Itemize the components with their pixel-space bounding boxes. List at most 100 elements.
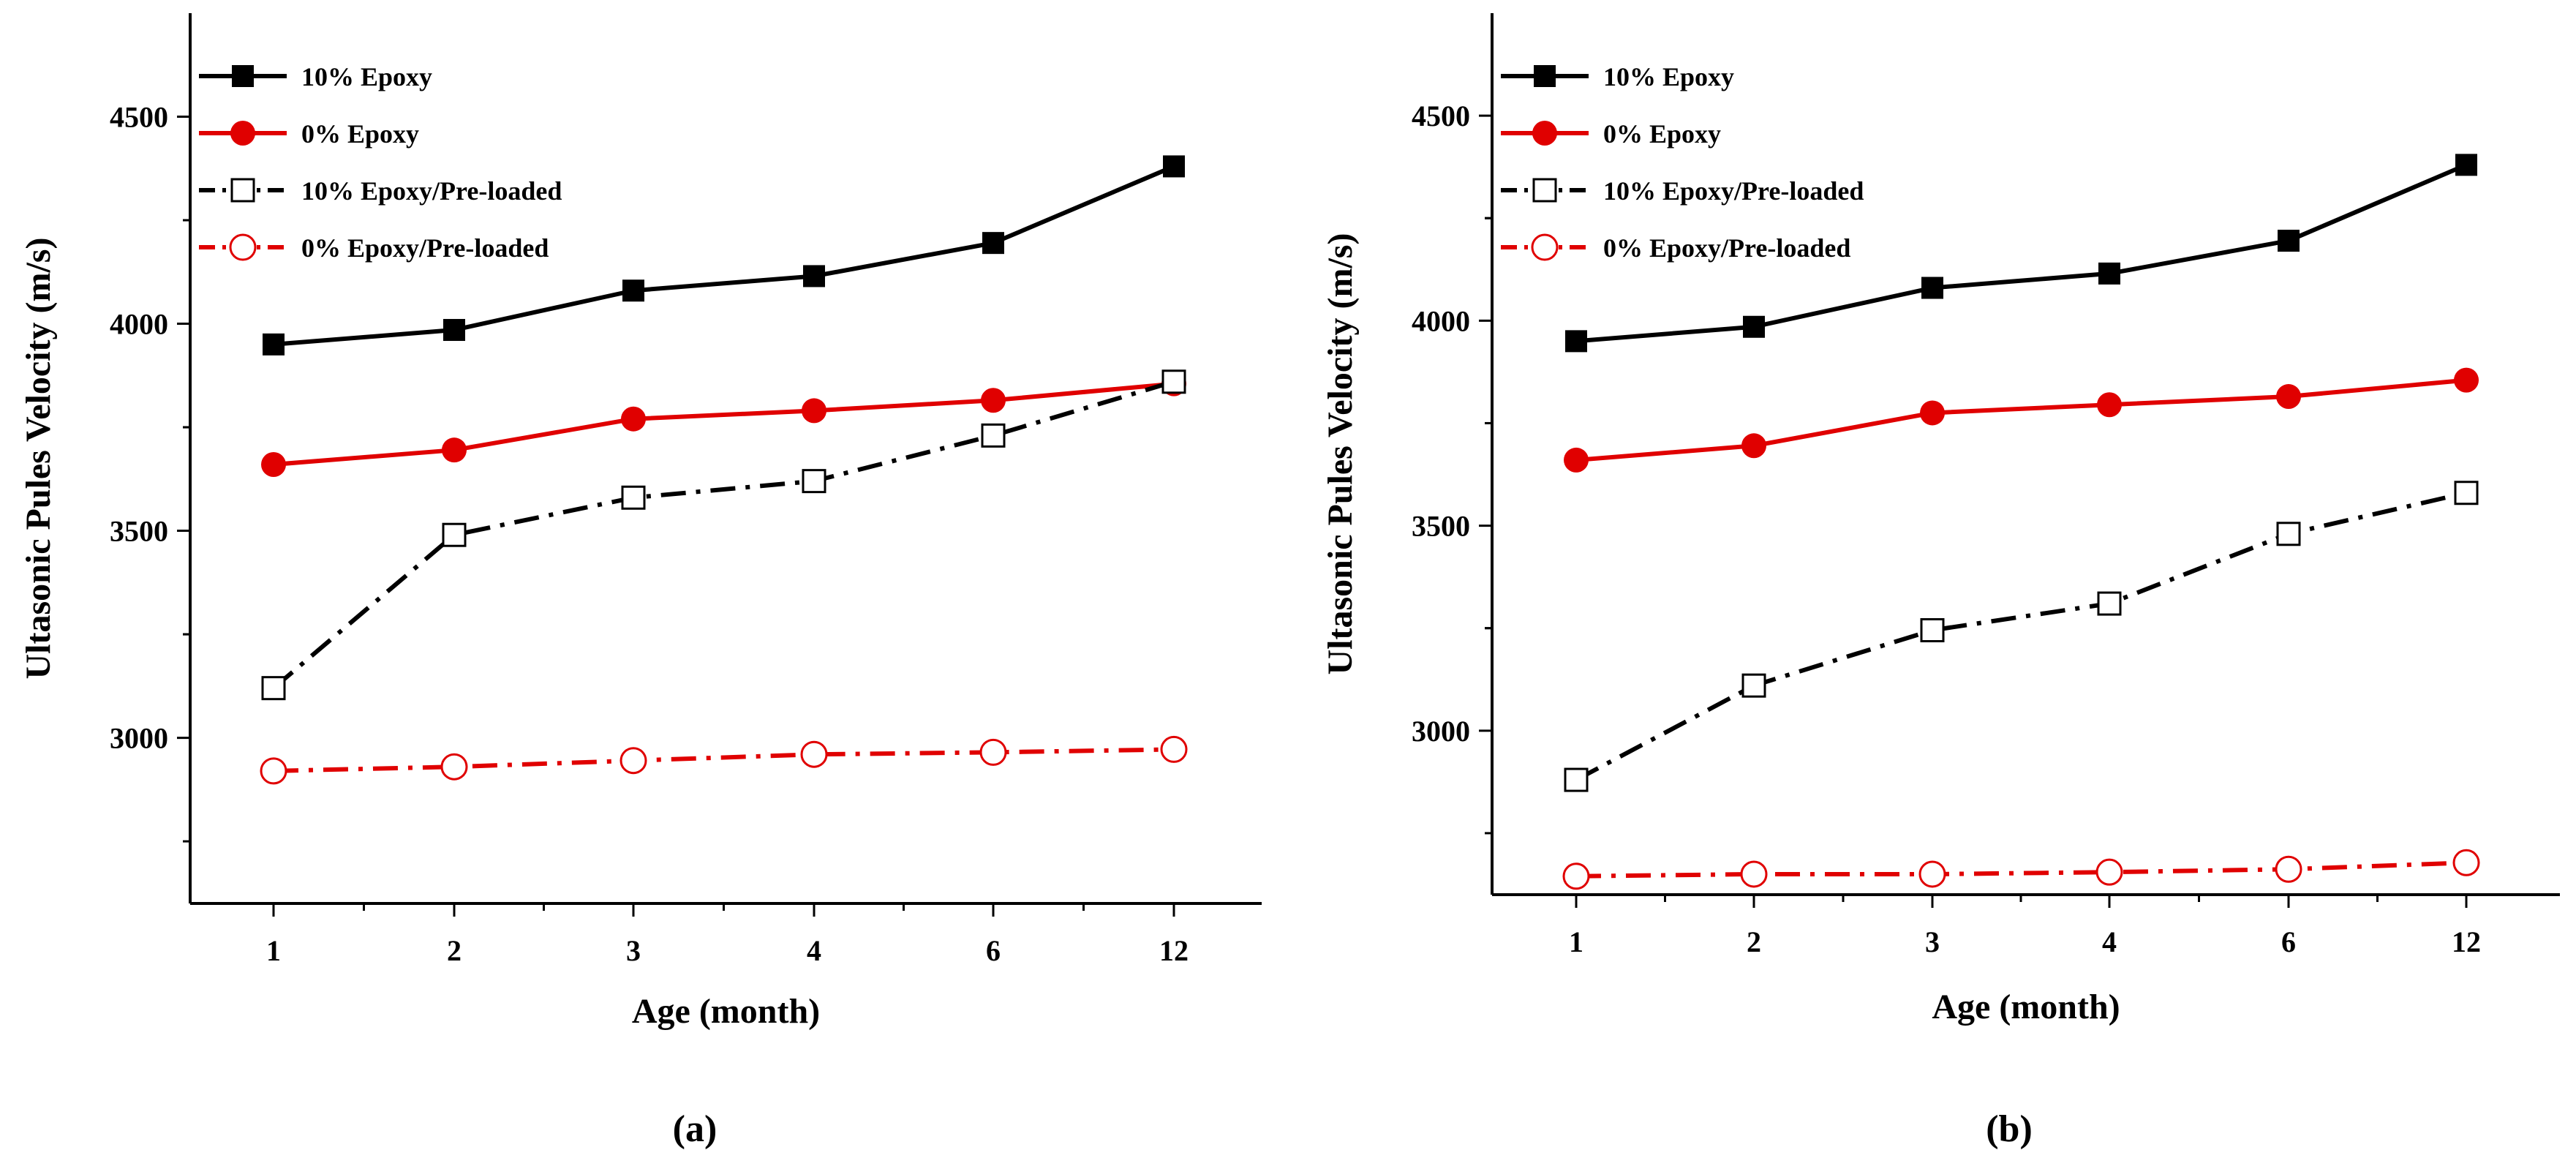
data-point <box>1160 735 1188 763</box>
data-point <box>2276 522 2301 546</box>
data-point <box>800 740 828 768</box>
panel-label: (b) <box>1986 1108 2033 1150</box>
data-point <box>2276 384 2301 410</box>
series-line-0 <box>273 164 1175 347</box>
y-tick-label: 3500 <box>110 515 168 548</box>
y-axis-title: Ultasonic Pules Velocity (m/s) <box>1321 233 1360 675</box>
data-point <box>2454 367 2479 393</box>
legend-label: 0% Epoxy <box>1603 119 1721 149</box>
x-tick-label: 1 <box>266 934 281 967</box>
data-point <box>1920 400 1945 426</box>
data-point <box>981 423 1006 448</box>
data-point <box>1921 277 1943 299</box>
data-point <box>2275 855 2302 883</box>
data-point <box>2454 481 2479 505</box>
data-point <box>261 676 286 701</box>
legend-label: 10% Epoxy/Pre-loaded <box>1603 176 1864 206</box>
y-tick-label: 4500 <box>1412 99 1470 132</box>
series-line-3 <box>1575 860 2467 879</box>
data-point <box>442 522 467 547</box>
legend-label: 10% Epoxy/Pre-loaded <box>301 176 562 206</box>
y-tick-label: 3000 <box>1412 715 1470 748</box>
series-line-0 <box>1575 162 2468 344</box>
data-point <box>981 388 1006 413</box>
legend-label: 0% Epoxy/Pre-loaded <box>1603 233 1850 263</box>
series-line-1 <box>273 381 1175 467</box>
x-axis-title: Age (month) <box>632 992 820 1031</box>
y-tick-label: 4000 <box>1412 304 1470 337</box>
data-point <box>1562 862 1590 890</box>
data-point <box>979 738 1007 766</box>
data-point <box>1741 433 1766 459</box>
series-line-3 <box>273 747 1175 773</box>
legend-marker <box>1532 121 1557 146</box>
x-tick-label: 3 <box>1925 925 1940 958</box>
x-tick-label: 4 <box>2102 925 2117 958</box>
legend-marker <box>1534 65 1556 87</box>
data-point <box>1565 330 1587 353</box>
data-point <box>2455 154 2477 176</box>
data-point <box>1564 447 1589 473</box>
data-point <box>263 333 285 356</box>
x-tick-label: 3 <box>626 934 641 967</box>
x-axis-title: Age (month) <box>1932 988 2120 1026</box>
data-point <box>621 406 646 432</box>
legend-label: 0% Epoxy <box>301 119 419 149</box>
data-point <box>1564 767 1589 792</box>
data-point <box>2097 392 2122 418</box>
data-point <box>2452 849 2480 876</box>
legend-label: 10% Epoxy <box>1603 62 1734 91</box>
data-point <box>802 469 826 494</box>
y-tick-label: 3000 <box>110 722 168 755</box>
legend-marker <box>229 233 257 261</box>
legend: 10% Epoxy 0% Epoxy 10% Epoxy/Pre-loaded 0% … <box>199 62 562 263</box>
data-point <box>443 319 465 342</box>
data-point <box>1163 155 1185 178</box>
series-line-2 <box>272 379 1175 690</box>
data-point <box>621 485 646 510</box>
legend-marker <box>232 65 254 87</box>
data-point <box>1161 369 1186 394</box>
data-point <box>1920 618 1945 642</box>
data-point <box>619 747 647 775</box>
y-tick-label: 4500 <box>110 101 168 134</box>
legend-marker <box>230 178 255 203</box>
data-point <box>1740 860 1768 888</box>
data-point <box>622 279 644 302</box>
data-point <box>2097 591 2122 616</box>
data-point <box>260 757 287 785</box>
x-tick-label: 6 <box>2281 925 2296 958</box>
data-point <box>803 265 825 287</box>
series-line-2 <box>1575 490 2467 782</box>
y-axis-title: Ultasonic Pules Velocity (m/s) <box>19 238 58 680</box>
data-point <box>982 232 1004 255</box>
x-tick-label: 1 <box>1569 925 1583 958</box>
legend-label: 10% Epoxy <box>301 62 432 91</box>
x-tick-label: 2 <box>447 934 462 967</box>
legend-marker <box>1532 178 1557 203</box>
data-point <box>1741 673 1766 698</box>
panel-label: (a) <box>673 1108 718 1150</box>
data-point <box>440 753 468 781</box>
series-line-1 <box>1575 377 2467 462</box>
data-point <box>442 437 467 463</box>
data-point <box>802 398 826 424</box>
data-point <box>1743 315 1765 338</box>
x-tick-label: 12 <box>1159 934 1189 967</box>
y-tick-label: 4000 <box>110 308 168 341</box>
x-tick-label: 4 <box>807 934 821 967</box>
legend-marker <box>1531 233 1559 261</box>
x-tick-label: 6 <box>986 934 1001 967</box>
y-tick-label: 3500 <box>1412 510 1470 543</box>
data-point <box>2278 230 2300 252</box>
x-tick-label: 2 <box>1747 925 1761 958</box>
legend-marker <box>230 121 255 146</box>
data-point <box>261 451 286 477</box>
data-point <box>2098 262 2120 285</box>
data-point <box>1918 860 1946 888</box>
data-point <box>2095 858 2123 886</box>
legend: 10% Epoxy 0% Epoxy 10% Epoxy/Pre-loaded 0% … <box>1501 62 1864 263</box>
